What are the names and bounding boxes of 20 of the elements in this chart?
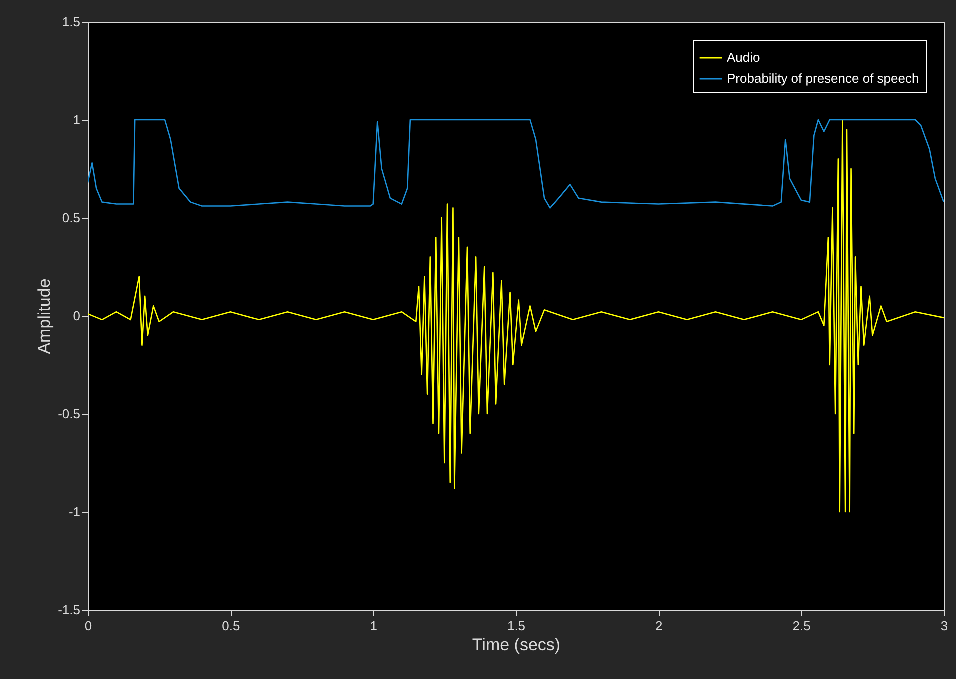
x-tick-label: 1 [370, 618, 378, 634]
y-tick-label: -1 [68, 504, 80, 520]
y-tick-label: 1.5 [62, 14, 80, 30]
y-tick-label: -1.5 [58, 602, 80, 618]
y-axis-title: Amplitude [35, 278, 54, 354]
x-tick-label: 2.5 [792, 618, 811, 634]
x-axis-title: Time (secs) [472, 636, 561, 654]
x-tick-label: 2 [656, 618, 663, 634]
legend-label: Probability of presence of speech [727, 71, 920, 86]
legend-label: Audio [727, 50, 760, 65]
y-tick-label: 1 [73, 112, 80, 128]
x-tick-label: 3 [940, 618, 948, 634]
x-tick-label: 0.5 [222, 618, 240, 634]
line-series [88, 119, 944, 209]
y-tick-label: 0 [73, 308, 80, 324]
x-tick-label: 1.5 [507, 618, 526, 634]
line-series [88, 119, 944, 513]
y-tick-label: 0.5 [62, 210, 80, 226]
x-tick-label: 0 [84, 618, 92, 634]
y-tick-label: -0.5 [58, 406, 80, 422]
